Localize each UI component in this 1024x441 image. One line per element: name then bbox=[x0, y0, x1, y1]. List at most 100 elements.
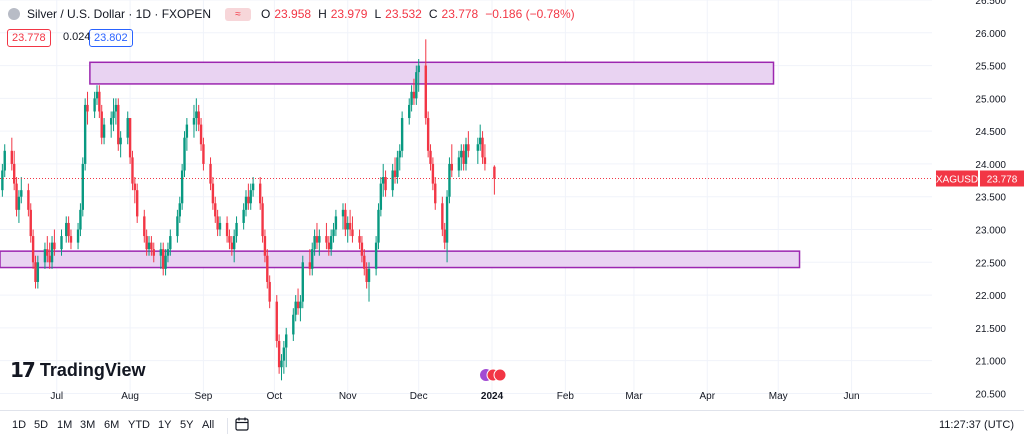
candle-body bbox=[344, 209, 347, 230]
toolbar-divider bbox=[227, 418, 228, 434]
candle-body bbox=[382, 177, 385, 184]
candle-body bbox=[53, 242, 56, 250]
candle-body bbox=[81, 163, 84, 210]
candle-body bbox=[443, 229, 446, 243]
timeframe-5d[interactable]: 5D bbox=[34, 419, 49, 431]
candle-body bbox=[360, 242, 364, 256]
candle-body bbox=[308, 262, 312, 269]
ohlc-high-label: H bbox=[318, 7, 327, 21]
ohlc-low-label: L bbox=[374, 7, 382, 21]
sell-price-button[interactable]: 23.778 bbox=[7, 29, 51, 47]
bottom-toolbar: 1D 5D 1M 3M 6M YTD 1Y 5Y All 11:27:37 (U… bbox=[0, 410, 1024, 441]
candle-body bbox=[412, 91, 416, 99]
candle-body bbox=[424, 65, 427, 119]
time-axis[interactable]: Jul Aug Sep Oct Nov Dec 2024 Feb Mar Apr May Jun bbox=[50, 391, 859, 402]
candle-body bbox=[27, 190, 30, 210]
ohlc-low-value: 23.532 bbox=[385, 7, 422, 21]
ohlc-close-label: C bbox=[428, 7, 438, 21]
candle-body bbox=[133, 183, 137, 191]
candle-body bbox=[214, 203, 217, 217]
tradingview-logo[interactable]: 17 TradingView bbox=[10, 358, 146, 382]
market-status-badge[interactable]: ≈ bbox=[225, 7, 252, 21]
spread-value: 0.024 bbox=[63, 31, 91, 43]
candle-body bbox=[152, 249, 155, 256]
candle-body bbox=[197, 111, 200, 125]
candle-body bbox=[31, 236, 35, 263]
candle-body bbox=[249, 190, 252, 204]
timeframe-1m[interactable]: 1M bbox=[57, 419, 73, 431]
timeframe-ytd[interactable]: YTD bbox=[128, 419, 150, 431]
price-tag-value: 23.778 bbox=[987, 174, 1018, 185]
candle-body bbox=[67, 222, 70, 237]
candle-body bbox=[20, 190, 23, 197]
candlestick-chart[interactable]: XAGUSD 23.778 20.500 21.000 21.500 22.000 22.… bbox=[0, 0, 1024, 410]
price-tick-label: 24.500 bbox=[975, 127, 1006, 138]
candle-body bbox=[216, 216, 219, 230]
clock-timezone[interactable]: 11:27:37 (UTC) bbox=[939, 419, 1014, 431]
timeframe-5y[interactable]: 5Y bbox=[180, 419, 194, 431]
price-tick-label: 26.000 bbox=[975, 29, 1006, 40]
candle-body bbox=[192, 118, 196, 125]
ohlc-open-value: 23.958 bbox=[274, 7, 312, 21]
price-tick-label: 22.000 bbox=[975, 291, 1006, 302]
timeframe-3m[interactable]: 3M bbox=[80, 419, 96, 431]
candle-body bbox=[83, 104, 87, 164]
candle-body bbox=[457, 157, 461, 171]
candle-body bbox=[98, 91, 101, 112]
event-marker-red bbox=[493, 368, 507, 382]
candle-body bbox=[318, 236, 321, 243]
timeframe-1y[interactable]: 1Y bbox=[158, 419, 172, 431]
price-tick-label: 23.500 bbox=[975, 193, 1006, 204]
symbol-price-tag[interactable]: XAGUSD 23.778 bbox=[936, 170, 1024, 187]
candle-body bbox=[112, 111, 115, 119]
calendar-range-icon[interactable] bbox=[235, 417, 249, 431]
grid bbox=[0, 0, 932, 400]
candle-body bbox=[164, 255, 167, 269]
time-tick-label: Aug bbox=[121, 391, 139, 402]
candle-body bbox=[199, 124, 203, 145]
candle-body bbox=[244, 196, 248, 210]
candle-body bbox=[46, 249, 49, 256]
candle-body bbox=[162, 249, 165, 269]
tradingview-logo-text: TradingView bbox=[39, 359, 146, 380]
symbol-header: Silver / U.S. Dollar · 1D · FXOPEN ≈ O 23… bbox=[8, 7, 578, 21]
price-axis[interactable]: 20.500 21.000 21.500 22.000 22.500 23.000 23.5… bbox=[975, 0, 1006, 400]
timeframe-1d[interactable]: 1D bbox=[12, 419, 27, 431]
candle-body bbox=[119, 137, 122, 145]
candle-body bbox=[43, 249, 47, 263]
symbol-title[interactable]: Silver / U.S. Dollar · 1D · FXOPEN bbox=[27, 7, 212, 21]
candle-body bbox=[209, 163, 212, 184]
buy-price-button[interactable]: 23.802 bbox=[89, 29, 133, 47]
timeframe-6m[interactable]: 6M bbox=[104, 419, 120, 431]
symbol-tag-name: XAGUSD bbox=[936, 174, 978, 185]
timeframe-all[interactable]: All bbox=[202, 419, 215, 431]
candle-body bbox=[29, 209, 32, 237]
candle-body bbox=[325, 236, 328, 243]
candle-body bbox=[211, 183, 215, 204]
candle-body bbox=[294, 301, 297, 315]
supply-demand-zone bbox=[0, 250, 801, 269]
candle-body bbox=[282, 347, 286, 361]
candle-body bbox=[311, 249, 314, 269]
candle-body bbox=[299, 301, 302, 309]
candle-body bbox=[15, 183, 18, 210]
candle-body bbox=[126, 118, 129, 138]
candle-body bbox=[410, 91, 413, 105]
candle-body bbox=[296, 301, 300, 309]
candle-body bbox=[12, 163, 16, 184]
candle-body bbox=[230, 242, 234, 250]
candle-body bbox=[476, 144, 480, 151]
candle-body bbox=[367, 268, 371, 282]
candle-body bbox=[232, 236, 236, 250]
time-tick-label: Feb bbox=[557, 391, 575, 402]
price-tag-bg bbox=[980, 170, 1024, 187]
candle-body bbox=[285, 334, 288, 348]
candle-body bbox=[147, 242, 151, 250]
candle-body bbox=[384, 177, 387, 191]
candle-body bbox=[415, 72, 418, 99]
candle-body bbox=[462, 150, 465, 164]
candle-body bbox=[292, 314, 295, 335]
candle-body bbox=[268, 281, 271, 302]
economic-events-icon[interactable] bbox=[480, 368, 507, 382]
